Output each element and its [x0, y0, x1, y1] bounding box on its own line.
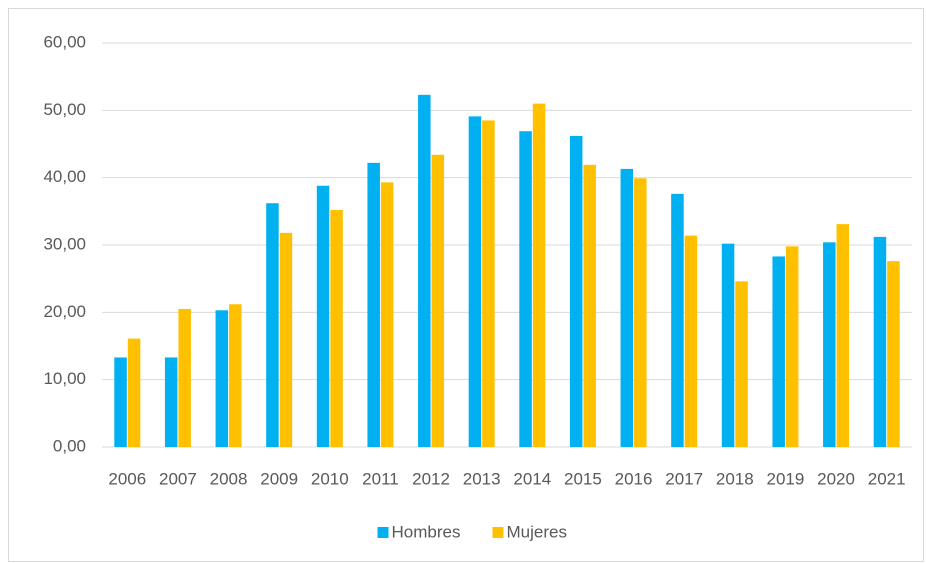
- bar: [671, 193, 684, 447]
- bar: [873, 236, 887, 447]
- bar: [127, 338, 141, 447]
- bar: [164, 357, 178, 447]
- y-tick-label: 50,00: [43, 100, 86, 119]
- bar: [431, 154, 445, 448]
- legend-label: Hombres: [392, 522, 461, 541]
- x-tick-label: 2011: [362, 469, 399, 488]
- bar: [569, 135, 583, 448]
- bar: [418, 94, 431, 447]
- y-tick-label: 0,00: [53, 436, 86, 455]
- y-tick-label: 60,00: [43, 32, 86, 51]
- bar: [316, 185, 330, 447]
- x-tick-label: 2009: [260, 469, 298, 488]
- y-tick-label: 10,00: [43, 369, 86, 388]
- bar: [178, 308, 191, 447]
- bar: [330, 209, 343, 447]
- bar: [684, 235, 698, 447]
- x-tick-label: 2008: [210, 469, 248, 488]
- bar: [114, 357, 127, 447]
- y-tick-label: 30,00: [43, 234, 86, 253]
- x-tick-label: 2012: [412, 469, 450, 488]
- bar: [266, 203, 279, 447]
- bar: [887, 261, 900, 447]
- x-tick-label: 2019: [767, 469, 805, 488]
- bar: [735, 281, 748, 447]
- bar: [367, 162, 380, 447]
- bar: [229, 304, 242, 447]
- y-tick-label: 40,00: [43, 167, 86, 186]
- x-tick-label: 2017: [665, 469, 703, 488]
- x-tick-label: 2020: [817, 469, 855, 488]
- x-tick-label: 2013: [463, 469, 501, 488]
- legend-swatch: [377, 527, 389, 538]
- x-tick-label: 2015: [564, 469, 602, 488]
- x-tick-label: 2016: [615, 469, 653, 488]
- x-tick-label: 2010: [311, 469, 349, 488]
- bar: [634, 178, 647, 447]
- x-tick-label: 2006: [108, 469, 146, 488]
- bar: [772, 256, 785, 447]
- bar: [823, 242, 836, 447]
- legend-label: Mujeres: [507, 522, 567, 541]
- bar: [836, 224, 850, 447]
- bar: [468, 116, 482, 447]
- bar: [482, 120, 495, 447]
- bar: [583, 164, 596, 447]
- y-tick-label: 20,00: [43, 302, 86, 321]
- x-tick-label: 2007: [159, 469, 197, 488]
- bar: [721, 243, 735, 447]
- bar: [532, 103, 546, 447]
- bar: [380, 182, 394, 447]
- bar: [785, 246, 799, 447]
- x-tick-label: 2014: [513, 469, 551, 488]
- x-tick-label: 2021: [868, 469, 906, 488]
- x-tick-label: 2018: [716, 469, 754, 488]
- bar: [279, 232, 293, 447]
- legend-swatch: [492, 527, 504, 538]
- bar: [519, 131, 532, 447]
- bar: [620, 168, 634, 447]
- bar: [215, 310, 229, 447]
- chart-border: [8, 8, 924, 562]
